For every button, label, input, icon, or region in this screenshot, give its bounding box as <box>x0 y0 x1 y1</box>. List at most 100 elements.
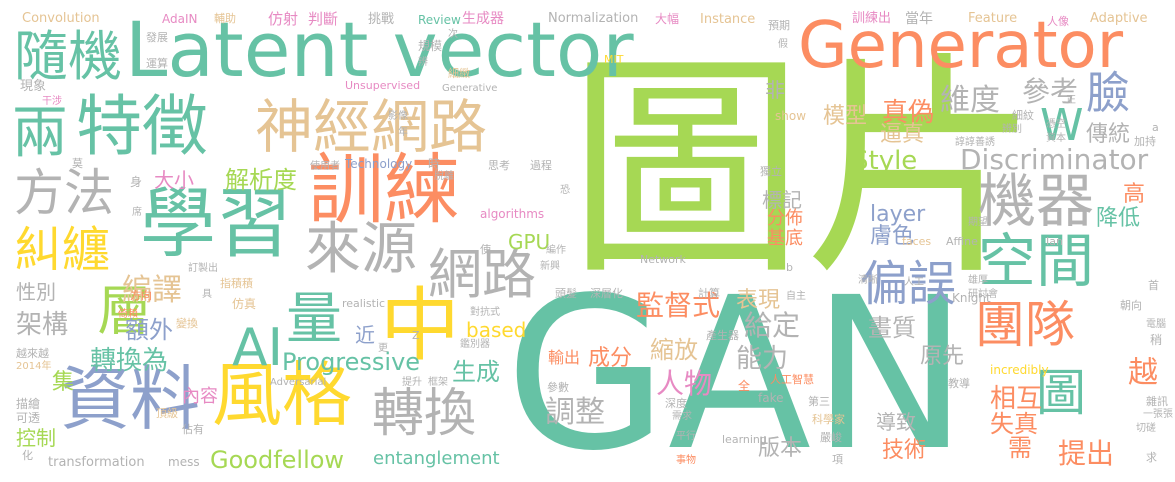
word-slightly: 稍 <box>1150 333 1163 347</box>
word-hair: 頭髮 <box>555 287 577 300</box>
word-things: 事物 <box>676 455 696 466</box>
word-faces: faces <box>902 235 932 248</box>
word-direction: 方向 <box>130 289 152 302</box>
word-fake: fake <box>758 391 784 405</box>
word-convert-to: 轉換為 <box>90 346 169 376</box>
word-compile: 編譯 <box>122 273 182 308</box>
word-out-of-thin-air: 憑空 <box>1046 119 1066 130</box>
word-goodfellow: Goodfellow <box>210 446 345 474</box>
word-trained-out: 訓練出 <box>852 11 892 26</box>
word-severe: 嚴峻 <box>820 431 842 444</box>
word-real-fake: 真偽 <box>882 98 935 128</box>
word-depth: 深度 <box>665 397 687 410</box>
word-scientist: 科學家 <box>812 413 845 426</box>
word-assist: 輔助 <box>214 12 236 25</box>
word-dimension: 維度 <box>940 83 1000 118</box>
word-w: W <box>1040 100 1084 151</box>
word-process: 過程 <box>530 159 552 172</box>
word-entanglement: entanglement <box>373 448 500 469</box>
word-cause: 導致 <box>876 410 916 434</box>
word-request: 求 <box>1146 451 1157 464</box>
word-skin-color: 膚色 <box>870 224 915 249</box>
word-quality: 畫質 <box>868 314 916 342</box>
word-clear: 清晰 <box>858 275 878 286</box>
word-originally: 原先 <box>920 344 965 369</box>
word-team: 團隊 <box>975 296 1075 354</box>
word-computation: 運算 <box>146 57 168 70</box>
word-more: 越 <box>1122 356 1157 386</box>
word-technology-en: Technology <box>345 157 413 171</box>
word-reference: 參考 <box>1022 75 1079 108</box>
word-distortion: 失真 <box>990 410 1038 438</box>
word-autonomous: 自主 <box>786 291 806 302</box>
word-learning: learning <box>722 433 767 446</box>
word-customize: 訂製出 <box>188 263 218 274</box>
word-transform: 轉換 <box>372 384 477 444</box>
word-think: 思考 <box>488 159 510 172</box>
word-reduce: 降低 <box>1096 206 1141 231</box>
word-imitation: 仿真 <box>232 297 257 311</box>
word-even-more: 更 <box>378 343 388 354</box>
word-gan: GAN <box>505 252 969 482</box>
word-one-by-one: 一張張 <box>1143 409 1173 420</box>
word-need: 需 <box>1008 434 1032 462</box>
word-affine: Affine <box>946 235 978 248</box>
word-exchange: 切磋 <box>1136 423 1156 434</box>
word-capital: 資本 <box>1046 133 1066 144</box>
word-adjust: 調整 <box>545 395 605 430</box>
word-framework: 框架 <box>428 377 448 388</box>
word-convolution: Convolution <box>22 11 100 26</box>
word-seat: 席 <box>132 207 142 218</box>
word-size: 大小 <box>154 168 194 192</box>
word-deepen: 深層化 <box>590 287 623 300</box>
word-abundant: 雄厚 <box>968 275 988 286</box>
word-ize: 化 <box>22 449 33 462</box>
word-edit: 編作 <box>546 245 566 256</box>
word-towards: 朝向 <box>1120 299 1142 312</box>
word-first: 首 <box>1148 279 1159 292</box>
word-supervised: 監督式 <box>636 289 721 322</box>
word-ability: 能力 <box>736 344 789 374</box>
word-show: show <box>775 109 807 123</box>
word-traditional: 傳統 <box>1086 122 1131 147</box>
word-positive: 正 <box>1066 95 1076 106</box>
word-layer: layer <box>870 202 926 227</box>
word-generate: 生成 <box>452 358 500 386</box>
word-incredibly: incredibly <box>990 363 1049 377</box>
word-style-zh: 風格 <box>212 354 352 436</box>
word-detach: 脫離 <box>434 171 454 182</box>
word-face: 臉 <box>1086 68 1130 119</box>
word-portrait: 人像 <box>1047 15 1069 28</box>
word-review: Review <box>418 13 461 27</box>
word-can-through: 可透 <box>16 411 41 425</box>
word-mo: 莫 <box>72 157 83 170</box>
word-normalization: Normalization <box>548 11 639 26</box>
word-algorithms: algorithms <box>480 207 545 221</box>
word-version: 版本 <box>758 436 803 461</box>
word-based: based <box>466 318 527 342</box>
word-have: 具 <box>202 289 212 300</box>
word-non: 非 <box>765 78 785 102</box>
word-rely: 倚賴 <box>118 309 138 320</box>
word-item: 項 <box>832 453 843 466</box>
word-ai: AI <box>232 318 283 378</box>
word-challenge: 挑戰 <box>368 12 395 27</box>
word-occupy: 佔有 <box>182 423 204 436</box>
word-a: a <box>1152 121 1159 134</box>
word-discern: 辨 <box>418 57 428 68</box>
word-generator-zh: 生成器 <box>462 11 504 27</box>
word-given: 給定 <box>744 309 801 342</box>
word-component: 成分 <box>588 346 633 371</box>
word-transform-zh: 變換 <box>176 317 198 330</box>
word-high: 高 <box>1123 182 1146 207</box>
word-parameter: 參數 <box>547 381 569 394</box>
word-year: 年 <box>398 127 408 138</box>
word-development: 發展 <box>146 31 168 44</box>
word-network: 網路 <box>428 243 536 306</box>
word-time: 時 <box>428 157 441 171</box>
word-teach: 教導 <box>948 377 970 390</box>
word-two: 兩 <box>12 101 68 166</box>
word-adversarial: Adversarial <box>270 377 327 388</box>
word-resolution: 解析度 <box>225 166 297 194</box>
